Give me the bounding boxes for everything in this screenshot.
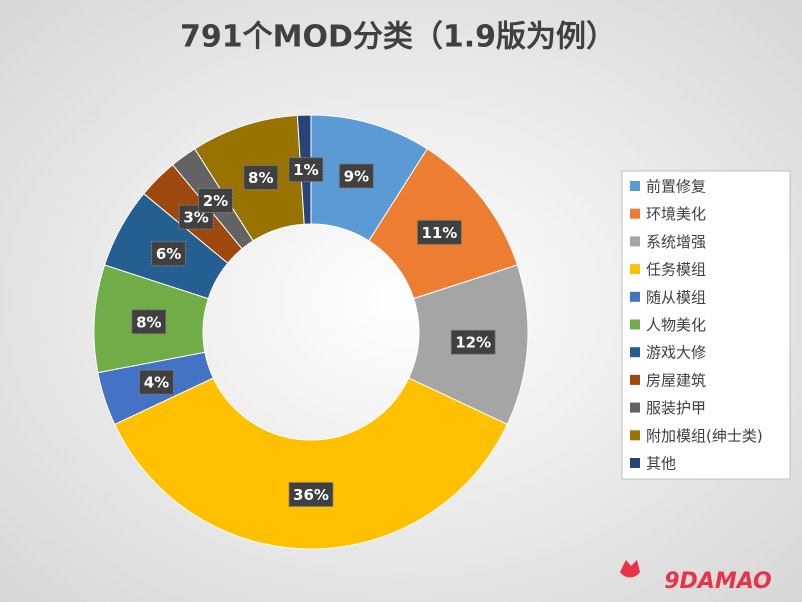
data-label-text: 6% (156, 245, 181, 263)
legend-swatch (630, 208, 640, 219)
data-label-box (338, 163, 374, 189)
legend-label: 人物美化 (646, 316, 706, 334)
data-label-box (131, 309, 167, 335)
data-label: 8% (243, 164, 279, 190)
data-label: 11% (416, 219, 462, 245)
legend-box (621, 170, 791, 480)
legend-label: 游戏大修 (646, 344, 706, 362)
data-label-text: 11% (421, 224, 457, 242)
chart-title: 791个MOD分类（1.9版为例） (180, 20, 616, 55)
data-label: 3% (178, 204, 214, 230)
data-label: 12% (450, 329, 496, 355)
watermark: 9DAMAO (664, 569, 772, 594)
data-label-text: 3% (183, 209, 208, 227)
legend-label: 房屋建筑 (646, 371, 706, 389)
legend-swatch (630, 291, 640, 302)
data-label: 1% (288, 157, 324, 183)
legend-label: 任务模组 (646, 261, 706, 279)
legend-label: 附加模组(绅士类) (646, 427, 763, 445)
logo-icon (620, 560, 640, 578)
legend-label: 环境美化 (646, 205, 706, 223)
data-label-text: 8% (248, 169, 273, 187)
legend-swatch (630, 264, 640, 275)
data-label-text: 4% (144, 374, 169, 392)
data-label: 4% (138, 369, 174, 395)
slice (113, 377, 509, 550)
legend-swatch (630, 236, 640, 247)
legend-label: 随从模组 (646, 288, 706, 306)
data-label-text: 1% (293, 161, 318, 179)
data-label-box (151, 241, 187, 267)
legend-label: 系统增强 (646, 233, 706, 251)
data-label: 9% (338, 163, 374, 189)
legend-swatch (630, 181, 640, 191)
legend-swatch (630, 319, 640, 330)
legend-swatch (630, 402, 640, 413)
legend-label: 其他 (646, 455, 676, 473)
legend-swatch (630, 430, 640, 441)
data-label-text: 8% (136, 313, 161, 331)
data-label: 6% (151, 241, 187, 267)
data-label-box (450, 329, 496, 355)
data-label-box (288, 157, 324, 183)
data-label: 8% (131, 309, 167, 335)
data-label-text: 36% (293, 486, 329, 504)
data-label: 36% (288, 482, 334, 507)
data-label-text: 2% (203, 192, 228, 210)
data-label-box (197, 188, 233, 214)
data-label-text: 12% (455, 334, 491, 352)
data-label-text: 9% (344, 167, 369, 185)
watermark-logo: 9DAMAO (620, 560, 772, 594)
legend-label: 服装护甲 (646, 399, 706, 417)
data-label-box (243, 164, 279, 190)
data-label-box (288, 482, 334, 507)
legend-swatch (630, 347, 640, 358)
legend-swatch (630, 458, 640, 468)
legend-label: 前置修复 (646, 178, 706, 196)
data-label-box (138, 369, 174, 395)
data-label: 2% (197, 188, 233, 214)
data-label-box (416, 219, 462, 245)
legend-swatch (630, 374, 640, 385)
data-label-box (178, 204, 214, 230)
